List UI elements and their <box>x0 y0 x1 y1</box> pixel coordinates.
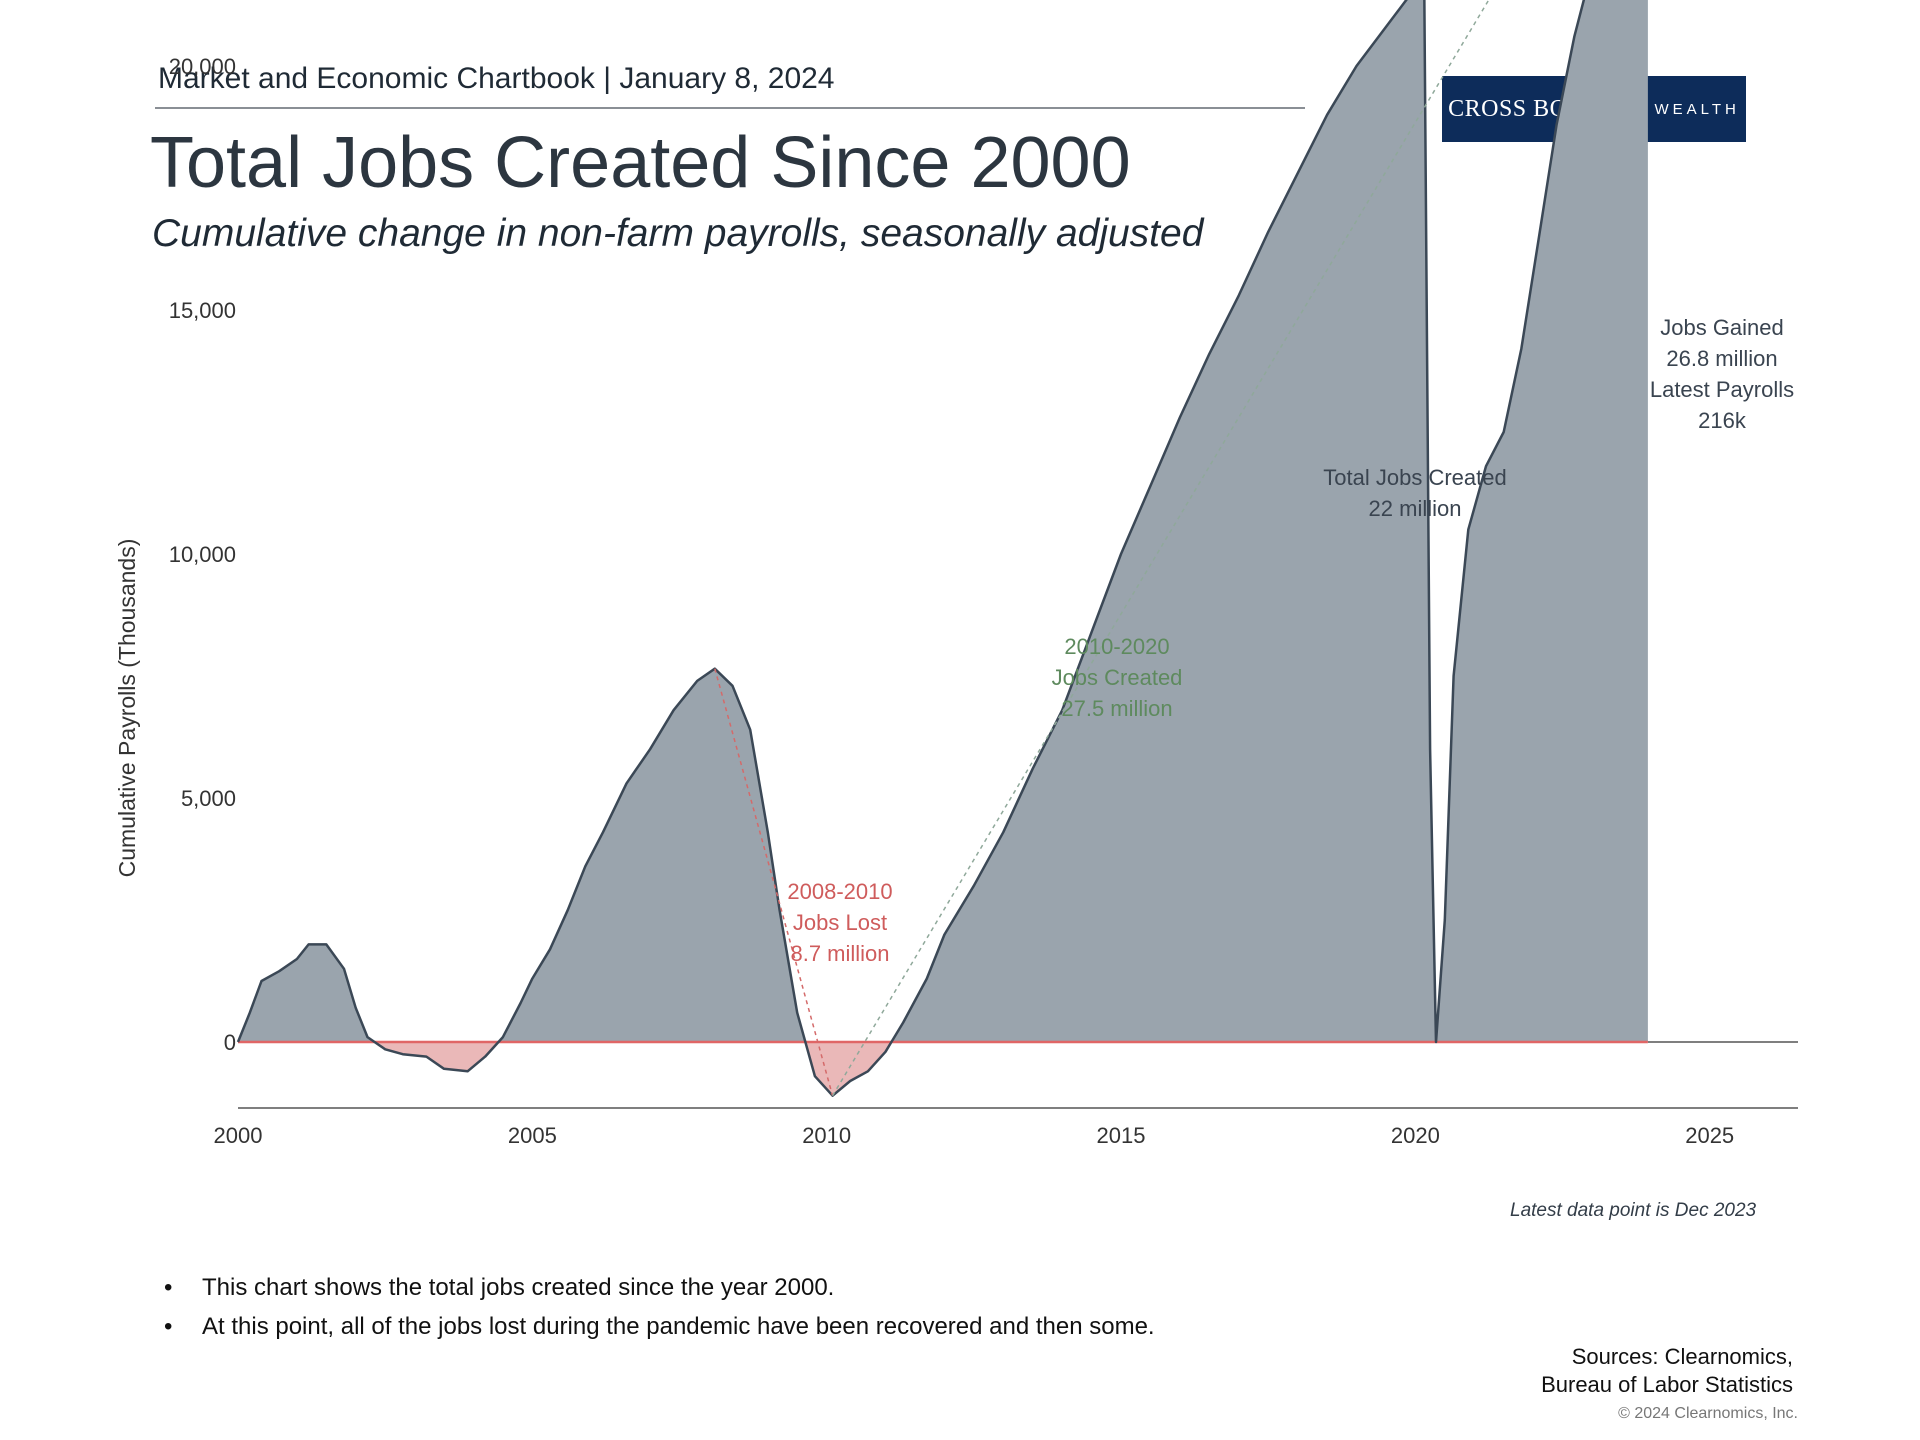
header-divider <box>155 107 1305 109</box>
sources: Sources: Clearnomics, Bureau of Labor St… <box>1541 1343 1793 1399</box>
annotation-text: Total Jobs Created <box>1323 465 1506 490</box>
annotation-text: 216k <box>1698 408 1747 433</box>
annotation-text: 2010-2020 <box>1064 634 1169 659</box>
x-tick-label: 2015 <box>1097 1123 1146 1148</box>
annotation-text: Jobs Created <box>1052 665 1183 690</box>
x-tick-label: 2000 <box>214 1123 263 1148</box>
page-title: Total Jobs Created Since 2000 <box>150 123 1131 203</box>
x-tick-label: 2005 <box>508 1123 557 1148</box>
annotation-text: 27.5 million <box>1061 696 1172 721</box>
trend-line <box>831 0 1490 1097</box>
series-line <box>236 0 1586 1097</box>
annotation-text: Jobs Lost <box>793 910 887 935</box>
x-tick-label: 2010 <box>802 1123 851 1148</box>
annotation-text: 8.7 million <box>790 941 889 966</box>
chartbook-header: Market and Economic Chartbook | January … <box>158 62 835 95</box>
y-tick-label: 10,000 <box>169 542 236 567</box>
bullet-item: At this point, all of the jobs lost duri… <box>160 1307 1155 1346</box>
logo-tagline: WEALTH <box>1654 100 1740 118</box>
x-tick-label: 2025 <box>1685 1123 1734 1148</box>
y-axis-label: Cumulative Payrolls (Thousands) <box>114 539 140 878</box>
annotation-text: 2008-2010 <box>787 879 892 904</box>
page-subtitle: Cumulative change in non-farm payrolls, … <box>152 212 1204 255</box>
trend-line <box>714 668 834 1096</box>
y-tick-label: 20,000 <box>169 54 236 79</box>
sources-line: Sources: Clearnomics, <box>1571 1344 1793 1369</box>
bullet-list: This chart shows the total jobs created … <box>160 1268 1155 1346</box>
sources-line: Bureau of Labor Statistics <box>1541 1372 1793 1397</box>
annotation-text: Jobs Gained <box>1660 315 1784 340</box>
x-tick-label: 2020 <box>1391 1123 1440 1148</box>
y-tick-label: 15,000 <box>169 298 236 323</box>
annotation-text: 22 million <box>1369 496 1462 521</box>
bullet-item: This chart shows the total jobs created … <box>160 1268 1155 1307</box>
y-tick-label: 5,000 <box>181 786 236 811</box>
latest-data-note: Latest data point is Dec 2023 <box>1510 1200 1757 1221</box>
annotation-text: 26.8 million <box>1666 346 1777 371</box>
copyright: © 2024 Clearnomics, Inc. <box>1618 1405 1798 1422</box>
annotation-text: Latest Payrolls <box>1650 377 1794 402</box>
area-negative <box>238 1042 1648 1096</box>
area-positive <box>238 0 1648 1042</box>
y-tick-label: 0 <box>224 1030 236 1055</box>
